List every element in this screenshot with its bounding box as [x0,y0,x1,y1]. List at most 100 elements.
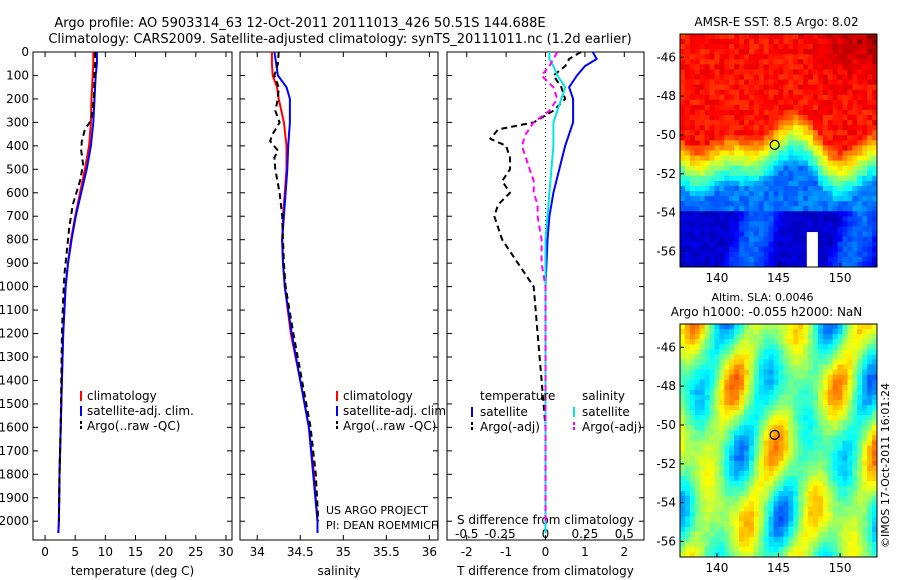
map-cell [744,64,750,70]
map-cell [729,135,735,141]
map-cell [837,79,843,86]
map-cell [862,430,868,436]
map-cell [842,135,848,141]
map-cell [778,54,784,60]
y-tick-label: -48 [656,89,676,103]
map-cell [729,334,735,340]
map-cell [680,410,686,416]
map-cell [739,344,745,350]
map-cell [778,339,784,345]
map-cell [739,329,745,335]
map-cell [714,374,720,381]
map-cell [803,541,809,548]
map-cell [798,140,804,146]
map-cell [729,236,735,243]
map-cell [734,501,740,507]
map-cell [812,435,819,441]
map-cell [793,221,799,227]
map-cell [872,135,878,141]
map-cell [753,69,760,75]
map-cell [872,74,878,80]
map-cell [837,481,843,487]
map-cell [808,175,814,182]
map-cell [689,329,696,335]
map-cell [739,185,745,192]
map-cell [783,410,789,416]
map-cell [872,34,878,40]
map-cell [680,155,686,162]
map-cell [847,511,853,517]
map-cell [778,501,784,507]
map-cell [847,246,853,253]
map-cell [783,130,789,136]
map-cell [852,99,858,106]
map-cell [867,150,873,156]
map-cell [763,551,770,558]
map-cell [872,216,878,222]
secondary-tick-label: -0.25 [485,527,516,541]
map-cell [793,450,799,457]
map-cell [739,379,745,386]
map-cell [724,59,730,65]
map-cell [773,425,779,431]
map-cell [680,364,686,370]
map-cell [719,551,725,558]
map-cell [778,94,784,101]
map-cell [798,231,804,238]
map-cell [748,155,755,162]
map-cell [699,324,706,330]
map-cell [734,34,740,40]
map-cell [852,54,858,60]
map-cell [803,394,809,401]
map-cell [719,99,725,106]
map-cell [837,216,843,222]
map-cell [783,180,789,187]
map-cell [684,170,691,177]
map-cell [867,374,873,381]
map-cell [817,445,824,452]
map-cell [704,334,710,340]
map-cell [852,364,858,370]
map-cell [842,324,848,330]
map-cell [857,364,863,370]
map-cell [694,241,701,248]
map-cell [793,34,799,40]
map-cell [758,211,765,217]
map-cell [867,450,873,457]
map-cell [714,354,720,360]
map-cell [842,344,848,350]
map-cell [724,99,730,106]
map-cell [758,379,765,386]
map-cell [744,79,750,86]
map-cell [719,501,725,507]
map-cell [822,410,829,416]
map-cell [763,536,770,543]
map-cell [867,145,873,151]
map-cell [842,374,848,381]
map-cell [694,531,701,538]
map-cell [689,94,696,101]
map-cell [847,324,853,330]
map-cell [748,170,755,177]
map-cell [812,54,819,60]
map-cell [773,115,779,121]
map-cell [773,69,779,75]
map-cell [817,165,824,172]
map-cell [783,364,789,370]
map-cell [822,69,829,75]
map-cell [793,201,799,207]
map-cell [763,511,770,517]
map-cell [812,59,819,65]
map-cell [684,420,691,426]
map-cell [872,201,878,207]
map-cell [817,104,824,111]
map-cell [788,445,794,452]
map-cell [704,546,710,553]
map-cell [758,531,765,538]
map-cell [689,460,696,467]
map-cell [709,465,715,472]
map-cell [739,84,745,91]
map-cell [842,501,848,507]
map-cell [689,99,696,106]
